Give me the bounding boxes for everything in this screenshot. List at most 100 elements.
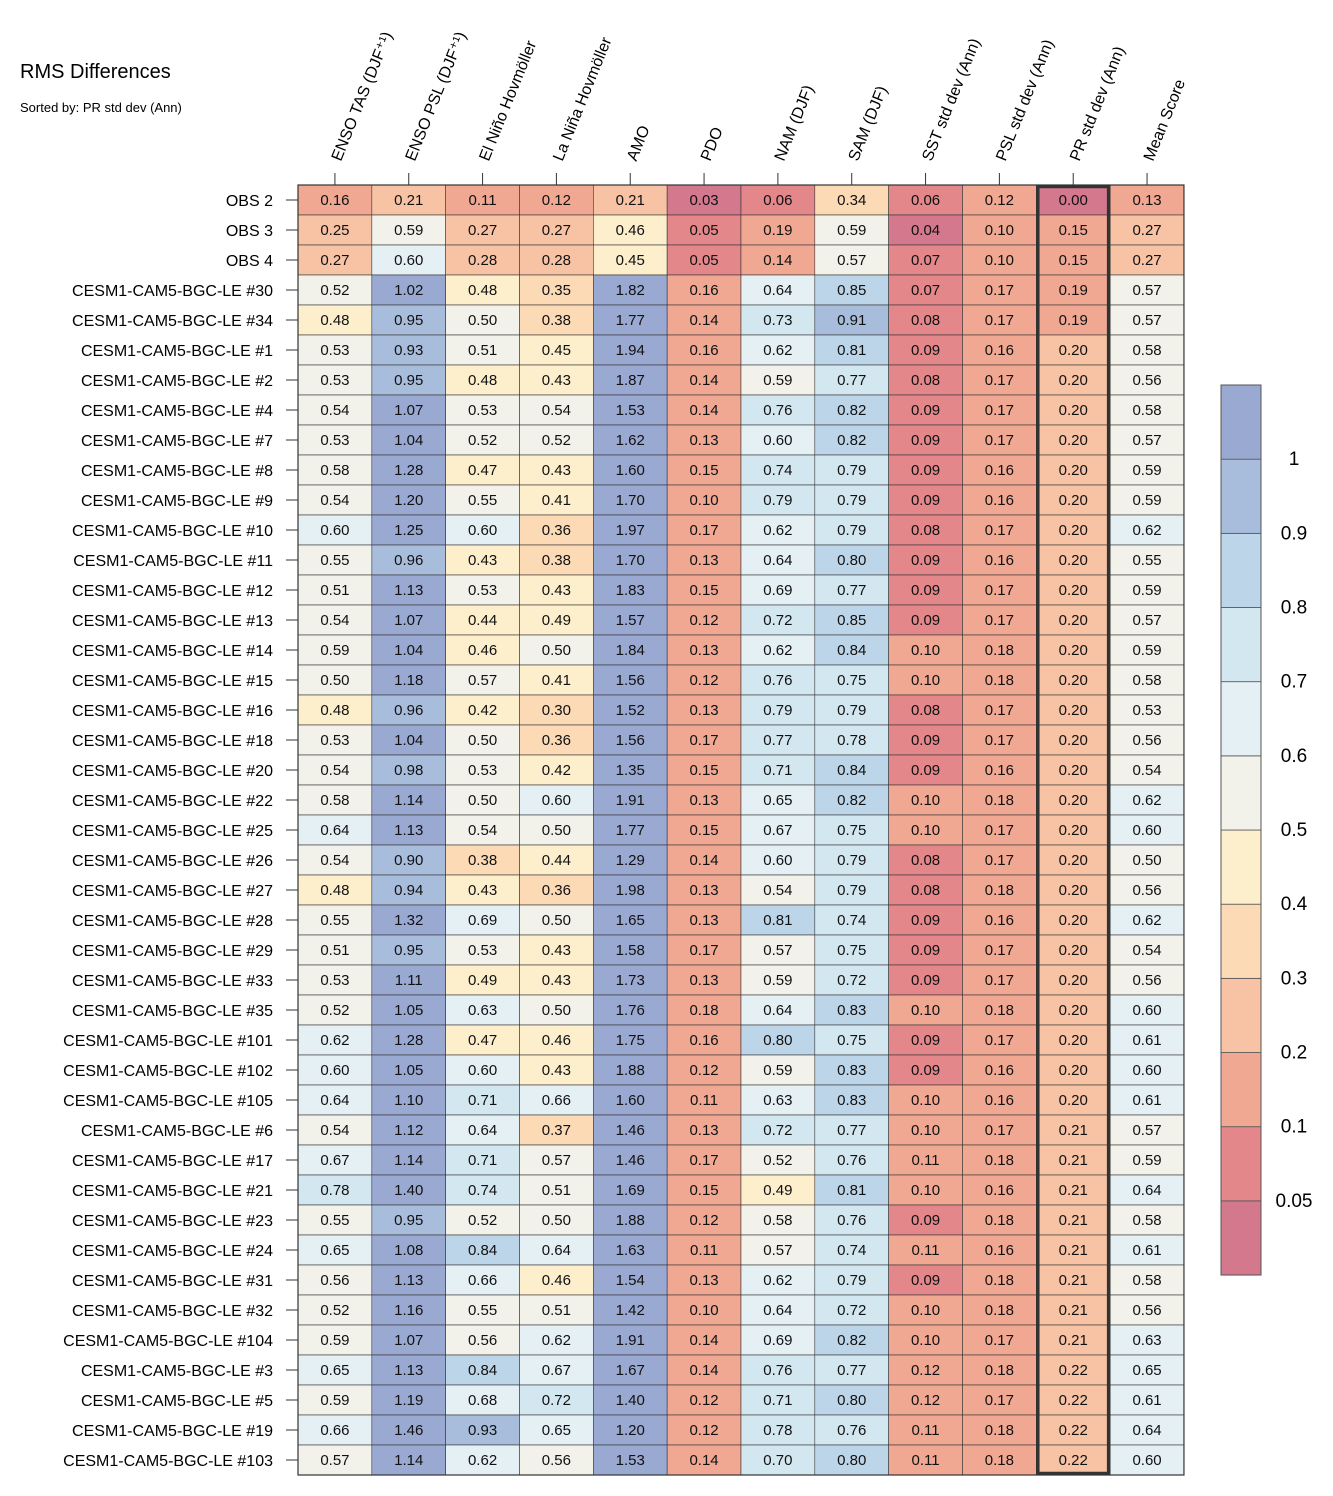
cell-label: 0.54 bbox=[1132, 762, 1161, 779]
cell-label: 0.16 bbox=[689, 282, 718, 299]
heatmap-cell bbox=[740, 1324, 816, 1356]
heatmap-cell bbox=[814, 994, 889, 1026]
row-label: CESM1-CAM5-BGC-LE #10 bbox=[72, 523, 273, 540]
row-label: CESM1-CAM5-BGC-LE #28 bbox=[72, 913, 273, 930]
heatmap-cell bbox=[962, 334, 1037, 366]
heatmap-cell bbox=[814, 214, 889, 246]
heatmap-cell bbox=[519, 1264, 594, 1296]
heatmap-cell bbox=[445, 1204, 520, 1236]
heatmap-cell bbox=[962, 784, 1037, 816]
cell-label: 0.21 bbox=[394, 192, 423, 209]
heatmap-cell bbox=[297, 184, 373, 216]
row-label: CESM1-CAM5-BGC-LE #11 bbox=[73, 553, 273, 570]
cell-label: 1.77 bbox=[616, 312, 645, 329]
heatmap-cell bbox=[888, 1444, 963, 1476]
cell-label: 1.25 bbox=[394, 522, 423, 539]
cell-label: 1.94 bbox=[616, 342, 645, 359]
column-label: AMO bbox=[624, 123, 653, 163]
heatmap-cell bbox=[666, 754, 742, 786]
colorbar-tick-label: 0.5 bbox=[1281, 820, 1307, 841]
heatmap-cell bbox=[962, 1414, 1037, 1446]
colorbar-tick-label: 0.7 bbox=[1281, 672, 1307, 693]
row-label: CESM1-CAM5-BGC-LE #7 bbox=[81, 433, 273, 450]
heatmap-cell bbox=[371, 1234, 446, 1266]
cell-label: 0.14 bbox=[689, 1452, 718, 1469]
heatmap-cell bbox=[888, 754, 963, 786]
cell-label: 0.10 bbox=[911, 822, 940, 839]
cell-label: 0.52 bbox=[320, 1302, 349, 1319]
cell-label: 0.09 bbox=[911, 492, 940, 509]
cell-label: 0.46 bbox=[542, 1032, 571, 1049]
cell-label: 0.64 bbox=[320, 1092, 349, 1109]
cell-label: 0.16 bbox=[985, 762, 1014, 779]
heatmap-cell bbox=[666, 1114, 742, 1146]
colorbar-tick-label: 0.05 bbox=[1276, 1191, 1313, 1212]
cell-label: 0.43 bbox=[542, 942, 571, 959]
heatmap-cell bbox=[888, 514, 963, 546]
heatmap-cell bbox=[445, 544, 520, 576]
cell-label: 0.50 bbox=[468, 792, 497, 809]
row-label: CESM1-CAM5-BGC-LE #29 bbox=[72, 943, 273, 960]
cell-label: 0.20 bbox=[1059, 432, 1088, 449]
cell-label: 1.13 bbox=[394, 822, 423, 839]
column-label: ENSO TAS (DJF⁺¹) bbox=[329, 30, 396, 164]
heatmap-cell bbox=[1036, 1444, 1111, 1476]
cell-label: 0.13 bbox=[689, 912, 718, 929]
cell-label: 0.72 bbox=[542, 1392, 571, 1409]
heatmap-cell bbox=[888, 1204, 963, 1236]
cell-label: 1.14 bbox=[394, 792, 423, 809]
cell-label: 0.64 bbox=[763, 1302, 792, 1319]
cell-label: 0.15 bbox=[1059, 222, 1088, 239]
cell-label: 1.35 bbox=[616, 762, 645, 779]
cell-label: 1.40 bbox=[394, 1182, 423, 1199]
row-label: CESM1-CAM5-BGC-LE #101 bbox=[63, 1033, 273, 1050]
cell-label: 0.72 bbox=[763, 612, 792, 629]
cell-label: 0.53 bbox=[320, 342, 349, 359]
heatmap-cell bbox=[519, 574, 594, 606]
heatmap-cell bbox=[593, 1264, 668, 1296]
heatmap-cell bbox=[888, 1174, 963, 1206]
cell-label: 1.05 bbox=[394, 1062, 423, 1079]
heatmap-cell bbox=[1036, 844, 1111, 876]
cell-label: 1.84 bbox=[616, 642, 645, 659]
cell-label: 1.08 bbox=[394, 1242, 423, 1259]
cell-label: 0.72 bbox=[763, 1122, 792, 1139]
heatmap-cell bbox=[962, 934, 1037, 966]
heatmap-cell bbox=[962, 454, 1037, 486]
cell-label: 1.82 bbox=[616, 282, 645, 299]
cell-label: 0.09 bbox=[911, 342, 940, 359]
heatmap-cell bbox=[593, 1324, 668, 1356]
heatmap-cell bbox=[1109, 814, 1185, 846]
heatmap-cell bbox=[1109, 1414, 1185, 1446]
cell-label: 1.13 bbox=[394, 1272, 423, 1289]
cell-label: 0.05 bbox=[689, 222, 718, 239]
cell-label: 0.79 bbox=[837, 492, 866, 509]
heatmap-cell bbox=[297, 1114, 373, 1146]
heatmap-cell bbox=[814, 574, 889, 606]
heatmap-cell bbox=[666, 934, 742, 966]
cell-label: 0.16 bbox=[985, 912, 1014, 929]
heatmap-cell bbox=[814, 1264, 889, 1296]
cell-label: 0.18 bbox=[985, 1362, 1014, 1379]
heatmap-cell bbox=[297, 724, 373, 756]
heatmap-cell bbox=[519, 964, 594, 996]
cell-label: 0.91 bbox=[837, 312, 866, 329]
cell-label: 0.76 bbox=[763, 672, 792, 689]
cell-label: 0.20 bbox=[1059, 702, 1088, 719]
cell-label: 0.79 bbox=[837, 462, 866, 479]
heatmap-cell bbox=[666, 364, 742, 396]
row-label: CESM1-CAM5-BGC-LE #5 bbox=[81, 1393, 273, 1410]
cell-label: 1.54 bbox=[616, 1272, 645, 1289]
cell-label: 0.52 bbox=[468, 432, 497, 449]
colorbar-segment bbox=[1220, 829, 1262, 905]
heatmap-cell bbox=[666, 334, 742, 366]
cell-label: 0.09 bbox=[911, 942, 940, 959]
cell-label: 0.52 bbox=[320, 1002, 349, 1019]
heatmap-cell bbox=[297, 1414, 373, 1446]
heatmap-cell bbox=[666, 1324, 742, 1356]
cell-label: 0.77 bbox=[763, 732, 792, 749]
heatmap-cell bbox=[962, 1144, 1037, 1176]
row-label: OBS 4 bbox=[226, 253, 273, 270]
colorbar-tick-label: 0.4 bbox=[1281, 894, 1308, 915]
heatmap-cell bbox=[814, 904, 889, 936]
